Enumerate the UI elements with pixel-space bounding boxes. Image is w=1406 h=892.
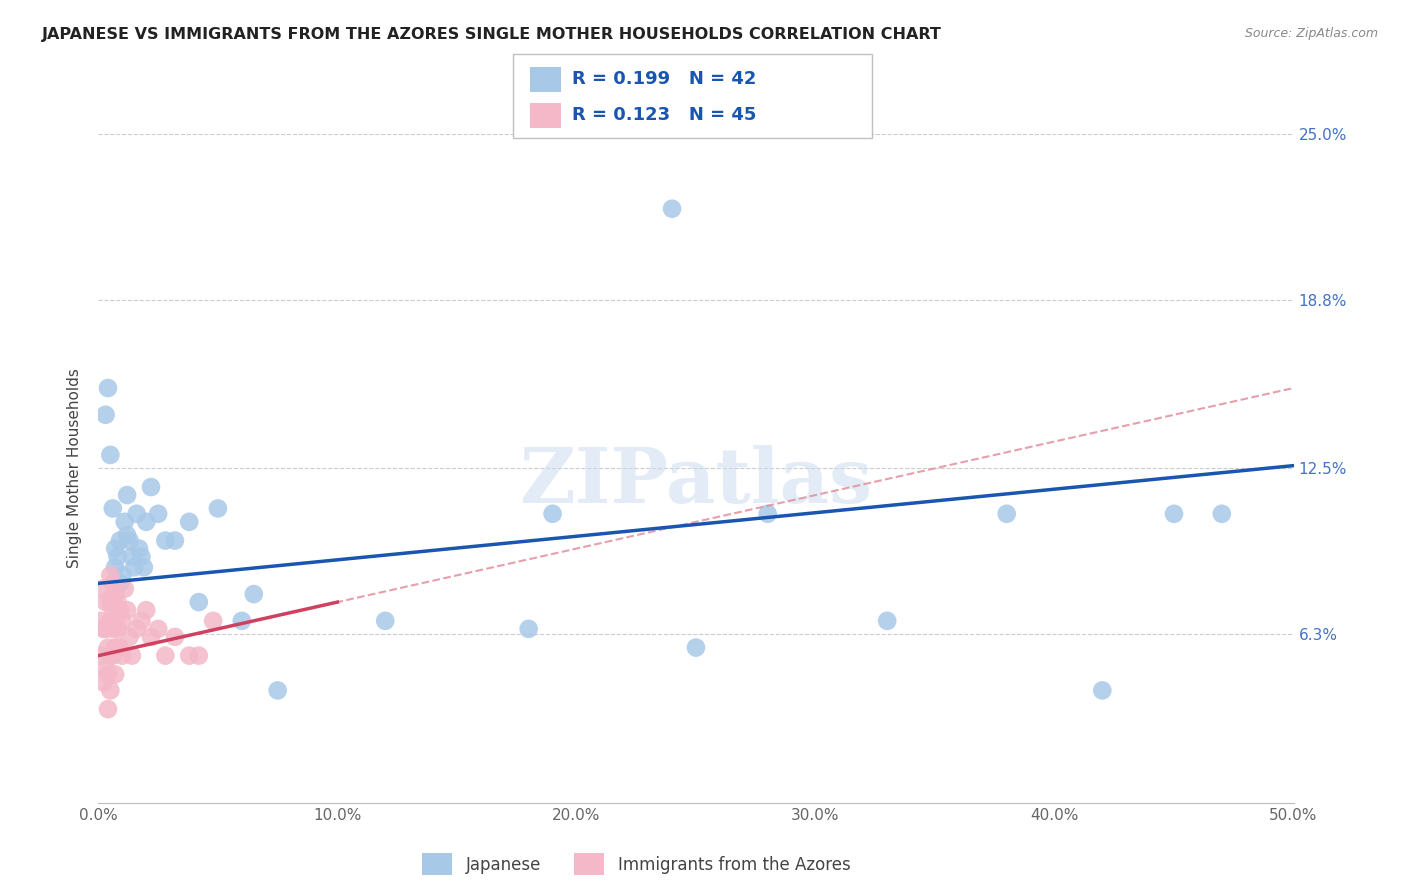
Point [98, 568, 122, 582]
Point [98, 614, 122, 628]
Point [114, 515, 136, 529]
Point [97, 640, 120, 655]
Point [101, 603, 124, 617]
Point [104, 667, 127, 681]
Text: ZIPatlas: ZIPatlas [519, 445, 873, 518]
Point [111, 648, 134, 663]
Point [115, 528, 138, 542]
Point [101, 622, 124, 636]
Point [97, 702, 120, 716]
Point [128, 541, 150, 556]
Point [90, 614, 112, 628]
Text: R = 0.123   N = 45: R = 0.123 N = 45 [572, 105, 756, 123]
Point [155, 648, 177, 663]
Point [179, 648, 201, 663]
Point [995, 507, 1018, 521]
Point [517, 622, 540, 636]
Point [131, 549, 153, 564]
Point [374, 614, 396, 628]
Point [108, 533, 131, 548]
Point [98, 648, 122, 663]
Point [104, 640, 127, 655]
Point [91, 675, 114, 690]
Point [756, 507, 779, 521]
Point [97, 667, 120, 681]
Point [187, 595, 209, 609]
Point [1163, 507, 1185, 521]
Point [94, 622, 117, 636]
Point [94, 595, 117, 609]
Point [115, 488, 138, 502]
Point [661, 202, 683, 216]
Point [98, 683, 122, 698]
Point [107, 640, 129, 655]
Y-axis label: Single Mother Households: Single Mother Households [67, 368, 83, 568]
Text: JAPANESE VS IMMIGRANTS FROM THE AZORES SINGLE MOTHER HOUSEHOLDS CORRELATION CHAR: JAPANESE VS IMMIGRANTS FROM THE AZORES S… [42, 27, 942, 42]
Point [876, 614, 898, 628]
Point [148, 507, 170, 521]
Point [135, 515, 157, 529]
Point [118, 533, 141, 548]
Point [111, 614, 134, 628]
Point [124, 560, 146, 574]
Point [155, 533, 177, 548]
Point [1211, 507, 1233, 521]
Point [98, 448, 122, 462]
Point [115, 603, 138, 617]
Point [118, 630, 141, 644]
Point [163, 533, 186, 548]
Point [108, 640, 131, 655]
Point [108, 576, 131, 591]
Point [104, 560, 127, 574]
Point [267, 683, 290, 698]
Point [94, 408, 117, 422]
Point [541, 507, 564, 521]
Point [163, 630, 186, 644]
Point [135, 603, 157, 617]
Point [91, 582, 114, 596]
Point [125, 507, 148, 521]
Point [104, 541, 127, 556]
Point [90, 648, 112, 663]
Point [101, 648, 124, 663]
Point [107, 549, 129, 564]
Point [148, 622, 170, 636]
Point [104, 614, 127, 628]
Point [131, 614, 153, 628]
Point [187, 648, 209, 663]
Point [139, 630, 162, 644]
Point [125, 622, 148, 636]
Point [114, 582, 136, 596]
Text: R = 0.199   N = 42: R = 0.199 N = 42 [572, 70, 756, 88]
Point [107, 595, 129, 609]
Point [139, 480, 162, 494]
Text: Source: ZipAtlas.com: Source: ZipAtlas.com [1244, 27, 1378, 40]
Point [111, 568, 134, 582]
Point [107, 622, 129, 636]
Point [179, 515, 201, 529]
Point [231, 614, 253, 628]
Point [132, 560, 155, 574]
Legend: Japanese, Immigrants from the Azores: Japanese, Immigrants from the Azores [416, 847, 856, 881]
Point [104, 587, 127, 601]
Point [101, 576, 124, 591]
Point [243, 587, 266, 601]
Point [94, 662, 117, 676]
Point [121, 549, 143, 564]
Point [1091, 683, 1114, 698]
Point [207, 501, 229, 516]
Point [91, 622, 114, 636]
Point [98, 595, 122, 609]
Point [685, 640, 707, 655]
Point [97, 381, 120, 395]
Point [108, 603, 131, 617]
Point [121, 648, 143, 663]
Point [202, 614, 225, 628]
Point [101, 501, 124, 516]
